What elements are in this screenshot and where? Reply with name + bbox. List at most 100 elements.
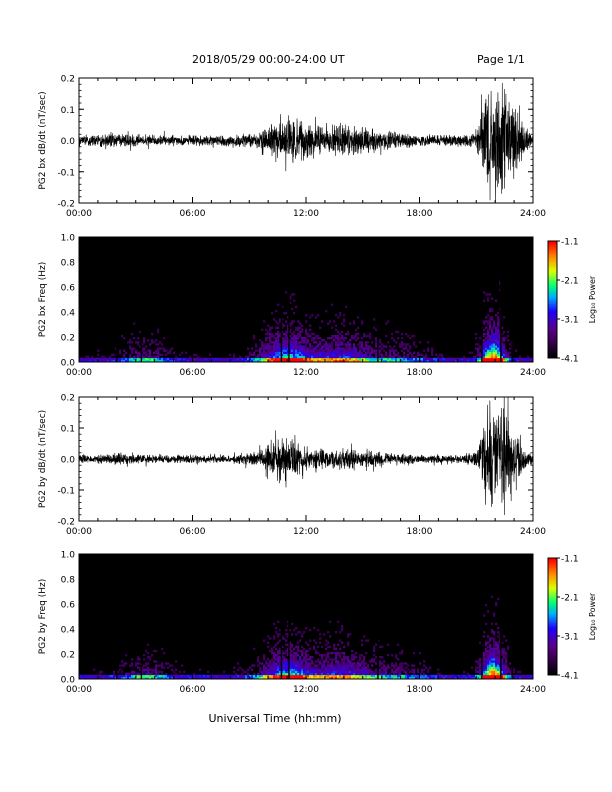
spectrogram-cell xyxy=(501,666,504,669)
spectrogram-cell xyxy=(293,341,296,344)
spectrogram-cell xyxy=(495,357,498,361)
spectrogram-cell xyxy=(323,351,326,354)
spectrogram-cell xyxy=(321,654,324,657)
spectrogram-cell xyxy=(319,337,322,340)
spectrogram-cell xyxy=(289,351,292,354)
spectrogram-cell xyxy=(441,674,444,678)
spectrogram-cell xyxy=(285,312,288,315)
spectrogram-cell xyxy=(497,355,500,359)
spectrogram-cell xyxy=(289,343,292,346)
spectrogram-cell xyxy=(351,664,354,667)
spectrogram-cell xyxy=(165,357,168,361)
spectrogram-cell xyxy=(145,664,148,667)
spectrogram-cell xyxy=(347,633,350,636)
spectrogram-cell xyxy=(231,674,234,678)
y-tick-label: 0.2 xyxy=(61,651,75,661)
spectrogram-cell xyxy=(101,357,104,361)
spectrogram-cell xyxy=(157,676,160,680)
spectrogram-cell xyxy=(379,668,382,671)
spectrogram-cell xyxy=(331,670,334,674)
spectrogram-cell xyxy=(327,337,330,340)
spectrogram-cell xyxy=(293,658,296,661)
spectrogram-cell xyxy=(381,662,384,665)
spectrogram-cell xyxy=(275,672,278,676)
colorbar-swatch xyxy=(548,649,557,652)
spectrogram-cell xyxy=(157,328,160,332)
spectrogram-cell xyxy=(411,674,414,678)
spectrogram-cell xyxy=(413,343,416,346)
spectrogram-cell xyxy=(401,349,404,352)
spectrogram-cell xyxy=(505,351,508,354)
spectrogram-cell xyxy=(181,359,184,363)
spectrogram-cell xyxy=(257,656,260,659)
spectrogram-cell xyxy=(339,351,342,354)
spectrogram-cell xyxy=(269,674,272,678)
spectrogram-cell xyxy=(91,355,94,359)
colorbar-swatch xyxy=(548,641,557,645)
spectrogram-cell xyxy=(337,341,340,344)
spectrogram-cell xyxy=(325,345,328,348)
spectrogram-cell xyxy=(323,674,326,678)
spectrogram-cell xyxy=(309,357,312,361)
spectrogram-cell xyxy=(503,668,506,671)
spectrogram-cell xyxy=(339,664,342,667)
spectrogram-cell xyxy=(157,672,160,676)
spectrogram-cell xyxy=(297,355,300,359)
colorbar-swatch xyxy=(548,585,557,588)
spectrogram-cell xyxy=(189,676,192,680)
spectrogram-cell xyxy=(351,334,354,338)
spectrogram-cell xyxy=(485,326,488,329)
spectrogram-cell xyxy=(143,676,146,680)
spectrogram-cell xyxy=(405,674,408,678)
spectrogram-cell xyxy=(245,676,248,680)
spectrogram-cell xyxy=(325,639,328,642)
spectrogram-cell xyxy=(503,654,506,657)
spectrogram-cell xyxy=(285,320,288,323)
spectrogram-cell xyxy=(411,334,414,338)
spectrogram-cell xyxy=(361,654,364,657)
spectrogram-cell xyxy=(323,633,326,636)
spectrogram-cell xyxy=(339,631,342,634)
colorbar-swatch xyxy=(548,268,557,271)
spectrogram-cell xyxy=(387,320,390,323)
spectrogram-cell xyxy=(157,353,160,357)
spectrogram-cell xyxy=(489,672,492,676)
spectrogram-cell xyxy=(359,664,362,667)
spectrogram-cell xyxy=(407,676,410,680)
spectrogram-cell xyxy=(227,359,230,363)
spectrogram-cell xyxy=(365,670,368,674)
spectrogram-cell xyxy=(373,676,376,680)
spectrogram-cell xyxy=(487,347,490,350)
spectrogram-cell xyxy=(313,359,316,363)
spectrogram-cell xyxy=(497,359,500,363)
spectrogram-cell xyxy=(289,662,292,665)
colorbar-label: Log₁₀ Power xyxy=(588,592,597,640)
spectrogram-cell xyxy=(295,626,298,630)
spectrogram-cell xyxy=(487,668,490,671)
spectrogram-cell xyxy=(137,351,140,354)
spectrogram-cell xyxy=(133,347,136,350)
spectrogram-cell xyxy=(495,654,498,657)
spectrogram-cell xyxy=(483,349,486,352)
spectrogram-cell xyxy=(279,676,282,680)
spectrogram-cell xyxy=(489,676,492,680)
spectrogram-cell xyxy=(267,355,270,359)
colorbar-frame xyxy=(547,557,558,676)
spectrogram-cell xyxy=(293,359,296,363)
spectrogram-cell xyxy=(183,674,186,678)
spectrogram-cell xyxy=(271,668,274,671)
spectrogram-cell xyxy=(389,357,392,361)
spectrogram-cell xyxy=(487,670,490,674)
spectrogram-cell xyxy=(375,674,378,678)
spectrogram-cell xyxy=(457,359,460,363)
spectrogram-cell xyxy=(167,357,170,361)
spectrogram-cell xyxy=(383,672,386,676)
spectrogram-cell xyxy=(497,351,500,354)
spectrogram-cell xyxy=(497,341,500,344)
spectrogram-cell xyxy=(357,672,360,676)
spectrogram-cell xyxy=(483,347,486,350)
spectrogram-cell xyxy=(267,345,270,348)
spectrogram-cell xyxy=(149,676,152,680)
spectrogram-cell xyxy=(153,670,156,674)
spectrogram-cell xyxy=(153,341,156,344)
